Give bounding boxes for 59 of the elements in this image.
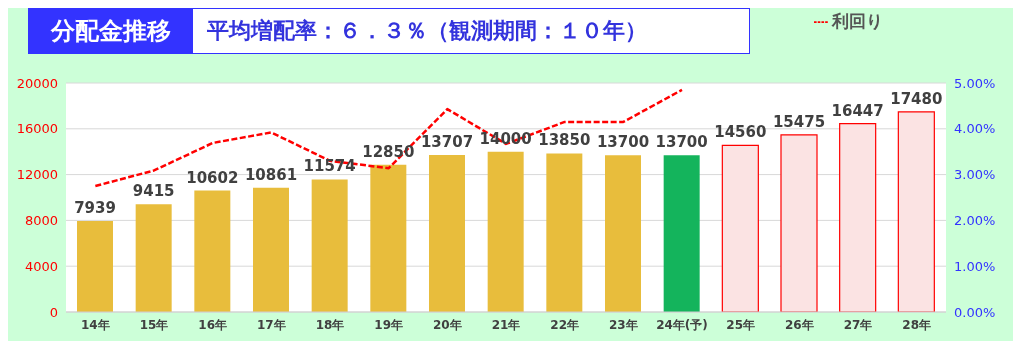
x-tick-label: 26年: [784, 317, 814, 332]
bar: [721, 144, 759, 312]
y-tick-label: 8000: [24, 213, 58, 229]
data-label: 12850: [362, 142, 415, 161]
data-label: 13850: [538, 131, 591, 150]
data-label: 11574: [303, 157, 356, 176]
x-tick-label: 21年: [491, 317, 521, 332]
data-label: 13700: [596, 133, 650, 152]
bar: [194, 190, 231, 312]
y2-tick-label: 2.00%: [954, 213, 996, 229]
bar: [663, 155, 700, 312]
x-tick-label: 19年: [374, 317, 404, 332]
x-tick-label: 16年: [198, 317, 228, 332]
bar: [839, 123, 877, 312]
y-tick-label: 20000: [16, 75, 58, 91]
bar: [897, 111, 935, 312]
y2-tick-label: 1.00%: [954, 258, 996, 274]
bar: [135, 204, 172, 312]
data-label: 13700: [655, 133, 708, 152]
y-tick-label: 16000: [16, 121, 58, 137]
data-label: 13707: [420, 133, 474, 152]
legend-label: 利回り: [832, 11, 883, 31]
x-tick-label: 24年(予): [656, 317, 708, 332]
data-label: 16447: [831, 101, 884, 120]
data-label: 10861: [244, 165, 298, 184]
x-tick-label: 27年: [843, 317, 873, 332]
y2-tick-label: 0.00%: [954, 304, 996, 320]
data-label: 15475: [772, 112, 826, 131]
data-label: 14560: [714, 123, 767, 142]
x-tick-label: 17年: [256, 317, 286, 332]
x-tick-label: 18年: [315, 317, 345, 332]
bar: [253, 187, 289, 312]
bar: [370, 164, 407, 312]
data-label: 7939: [74, 199, 116, 218]
x-tick-label: 23年: [608, 317, 638, 332]
x-tick-label: 14年: [80, 317, 110, 332]
chart-title: 分配金推移: [29, 9, 193, 53]
chart-subtitle: 平均増配率：６．３％（観測期間：１０年）: [206, 17, 648, 45]
x-tick-label: 20年: [432, 317, 462, 332]
y-tick-label: 0: [49, 304, 58, 320]
data-label: 9415: [132, 182, 175, 201]
y2-tick-label: 5.00%: [954, 75, 996, 91]
bar: [780, 134, 818, 312]
bar: [487, 151, 524, 312]
y-tick-label: 12000: [16, 167, 58, 183]
data-label: 17480: [890, 89, 943, 108]
y2-tick-label: 3.00%: [954, 167, 996, 183]
y-tick-label: 4000: [24, 258, 58, 274]
bar: [77, 221, 113, 312]
x-tick-label: 25年: [726, 317, 756, 332]
bar: [546, 153, 583, 312]
bar: [311, 179, 348, 312]
x-tick-label: 15年: [139, 317, 169, 332]
bar: [605, 155, 641, 312]
x-tick-label: 22年: [550, 317, 580, 332]
x-tick-label: 28年: [902, 317, 932, 332]
bar: [429, 155, 465, 312]
data-label: 10602: [186, 168, 239, 187]
y2-tick-label: 4.00%: [954, 121, 996, 137]
